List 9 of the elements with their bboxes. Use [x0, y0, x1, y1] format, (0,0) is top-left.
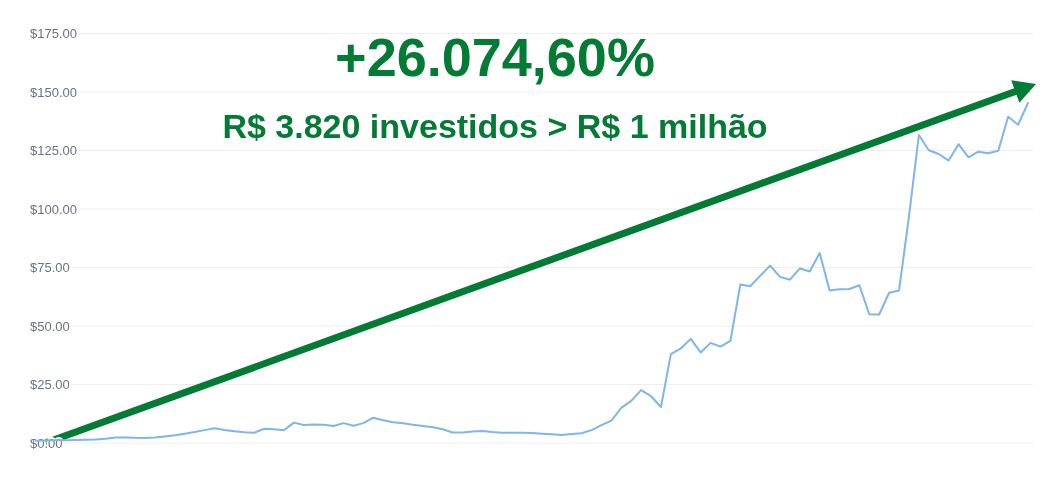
chart-title: +26.074,60% — [335, 27, 655, 87]
y-tick-label: $25.00 — [30, 377, 70, 392]
y-tick-label: $75.00 — [30, 260, 70, 275]
y-tick-label: $175.00 — [30, 26, 77, 41]
text: R$ 3.820 investidos > R$ 1 milhão — [222, 107, 768, 145]
y-tick-label: $100.00 — [30, 201, 77, 217]
y-tick-label: $125.00 — [30, 143, 77, 158]
y-tick-label: $150.00 — [30, 84, 77, 100]
y-tick-label: $50.00 — [30, 318, 70, 334]
